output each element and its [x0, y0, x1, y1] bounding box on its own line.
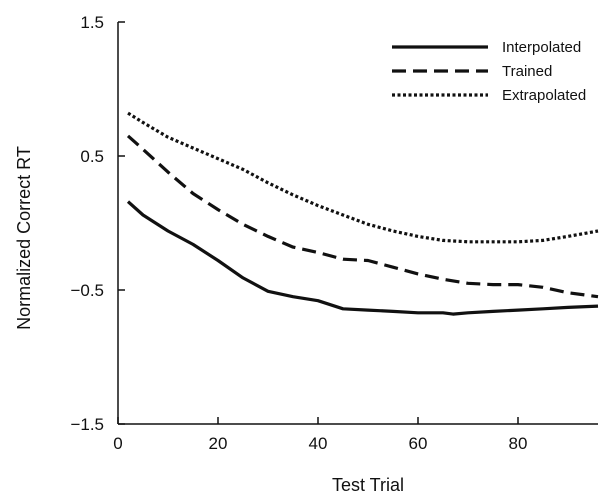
legend-label-extrapolated: Extrapolated: [502, 87, 586, 104]
series-lines: [126, 111, 599, 316]
y-tick-label: −0.5: [70, 281, 104, 300]
x-tick-label: 0: [113, 434, 122, 453]
x-tick-label: 80: [509, 434, 528, 453]
axes: [117, 22, 598, 425]
y-axis-title: Normalized Correct RT: [14, 146, 34, 330]
x-tick-label: 40: [309, 434, 328, 453]
legend: Interpolated Trained Extrapolated: [392, 39, 586, 104]
y-tick-label: 0.5: [80, 147, 104, 166]
y-ticks: −1.5 −0.5 0.5 1.5: [70, 13, 125, 434]
x-axis-title: Test Trial: [332, 475, 404, 495]
x-tick-label: 60: [409, 434, 428, 453]
legend-label-interpolated: Interpolated: [502, 39, 581, 56]
legend-label-trained: Trained: [502, 63, 552, 80]
series-line-interpolated: [126, 200, 599, 316]
y-tick-label: −1.5: [70, 415, 104, 434]
x-tick-label: 20: [209, 434, 228, 453]
series-line-extrapolated: [127, 111, 599, 244]
x-ticks: 0 20 40 60 80: [113, 417, 527, 453]
series-line-trained: [126, 134, 599, 299]
y-tick-label: 1.5: [80, 13, 104, 32]
